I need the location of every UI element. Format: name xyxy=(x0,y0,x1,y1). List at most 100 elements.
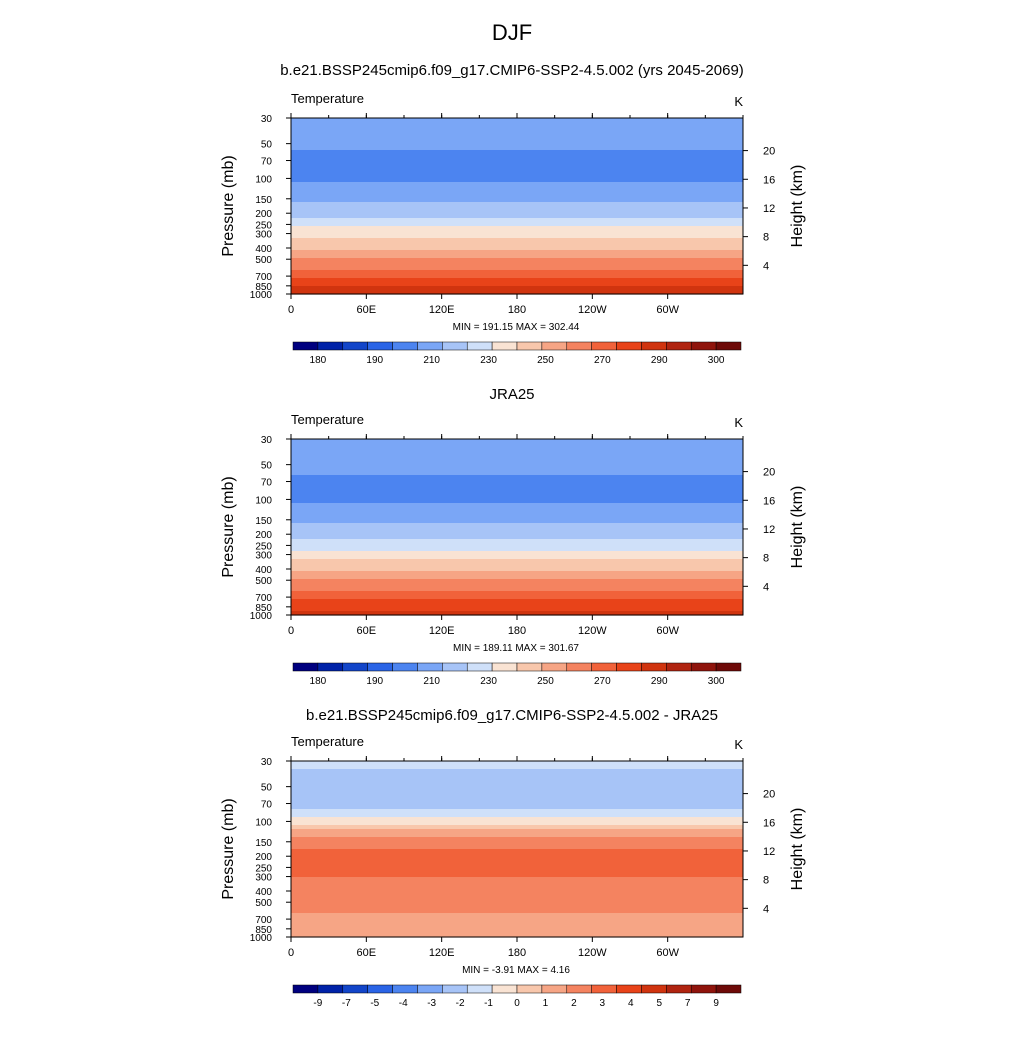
y-tick-label: 70 xyxy=(261,157,273,168)
colorbar-label: 300 xyxy=(708,355,725,366)
colorbar-swatch xyxy=(641,984,667,994)
colorbar-label: -5 xyxy=(370,998,379,1009)
field-layer xyxy=(291,471,743,476)
colorbar-swatch xyxy=(690,662,717,672)
y-tick-label: 150 xyxy=(255,195,272,206)
colorbar-swatch xyxy=(367,662,393,672)
colorbar-swatch xyxy=(666,662,692,672)
field-layer xyxy=(291,447,743,452)
field-layer xyxy=(291,559,743,564)
field-layer xyxy=(291,527,743,532)
field-layer xyxy=(291,238,743,243)
colorbar-swatch xyxy=(690,341,717,351)
colorbar-swatch xyxy=(491,984,518,994)
field-layer xyxy=(291,809,743,814)
field-layer xyxy=(291,186,743,191)
field-layer xyxy=(291,901,743,906)
field-layer xyxy=(291,789,743,794)
panel-1-variable-label: Temperature xyxy=(291,91,364,106)
panel-1-units-label: K xyxy=(734,94,743,109)
field-layer xyxy=(291,769,743,774)
field-layer xyxy=(291,190,743,195)
field-layer xyxy=(291,543,743,548)
field-layer xyxy=(291,781,743,786)
field-layer xyxy=(291,282,743,287)
colorbar-swatch xyxy=(516,341,543,351)
y-tick-label: 50 xyxy=(261,783,273,794)
colorbar-swatch xyxy=(367,984,393,994)
field-layer xyxy=(291,849,743,854)
field-layer xyxy=(291,467,743,472)
colorbar-swatch xyxy=(566,341,592,351)
field-layer xyxy=(291,761,743,766)
field-layer xyxy=(291,575,743,580)
y-tick-label: 50 xyxy=(261,461,273,472)
colorbar-swatch xyxy=(715,984,742,994)
field-layer xyxy=(291,479,743,484)
colorbar-label: 270 xyxy=(594,676,611,687)
field-layer xyxy=(291,499,743,504)
colorbar-swatch xyxy=(317,662,344,672)
colorbar-label: -1 xyxy=(484,998,493,1009)
field-layer xyxy=(291,134,743,139)
field-layer xyxy=(291,463,743,468)
field-layer xyxy=(291,519,743,524)
panel-3-variable-label: Temperature xyxy=(291,734,364,749)
y-tick-label: 700 xyxy=(255,272,272,283)
field-layer xyxy=(291,881,743,886)
field-layer xyxy=(291,929,743,934)
colorbar-swatch xyxy=(516,662,543,672)
field-layer xyxy=(291,591,743,596)
field-layer xyxy=(291,455,743,460)
field-layer xyxy=(291,885,743,890)
y2-tick-label: 12 xyxy=(763,203,775,215)
panel-2-variable-label: Temperature xyxy=(291,412,364,427)
y-tick-label: 50 xyxy=(261,140,273,151)
field-layer xyxy=(291,913,743,918)
y-tick-label: 100 xyxy=(255,174,272,185)
field-layer xyxy=(291,118,743,123)
x-tick-label: 60E xyxy=(357,304,377,316)
field-layer xyxy=(291,897,743,902)
colorbar-swatch xyxy=(466,341,493,351)
field-layer xyxy=(291,178,743,183)
field-layer xyxy=(291,595,743,600)
y-tick-label: 1000 xyxy=(250,290,273,301)
field-layer xyxy=(291,290,743,295)
colorbar-label: 230 xyxy=(480,355,497,366)
field-layer xyxy=(291,130,743,135)
field-layer xyxy=(291,817,743,822)
field-layer xyxy=(291,515,743,520)
field-layer xyxy=(291,511,743,516)
x-tick-label: 60W xyxy=(656,304,679,316)
colorbar-label: 180 xyxy=(310,676,327,687)
x-tick-label: 0 xyxy=(288,304,294,316)
y-tick-label: 400 xyxy=(255,887,272,898)
colorbar-label: 230 xyxy=(480,676,497,687)
y-tick-label: 300 xyxy=(255,230,272,241)
field-layer xyxy=(291,877,743,882)
field-layer xyxy=(291,258,743,263)
field-layer xyxy=(291,801,743,806)
field-layer xyxy=(291,765,743,770)
field-layer xyxy=(291,857,743,862)
colorbar-swatch xyxy=(666,984,692,994)
panel-1-y2-axis-title: Height (km) xyxy=(789,165,806,248)
field-layer xyxy=(291,459,743,464)
colorbar-swatch xyxy=(666,341,692,351)
colorbar-swatch xyxy=(442,984,468,994)
colorbar-swatch xyxy=(442,662,468,672)
field-layer xyxy=(291,242,743,247)
field-layer xyxy=(291,262,743,267)
y2-tick-label: 4 xyxy=(763,581,769,593)
field-layer xyxy=(291,917,743,922)
y-tick-label: 30 xyxy=(261,435,273,446)
field-layer xyxy=(291,274,743,279)
field-layer xyxy=(291,162,743,167)
colorbar-swatch xyxy=(616,984,642,994)
field-layer xyxy=(291,503,743,508)
colorbar-label: 290 xyxy=(651,355,668,366)
y-tick-label: 300 xyxy=(255,873,272,884)
field-layer xyxy=(291,122,743,127)
colorbar-label: 190 xyxy=(366,355,383,366)
